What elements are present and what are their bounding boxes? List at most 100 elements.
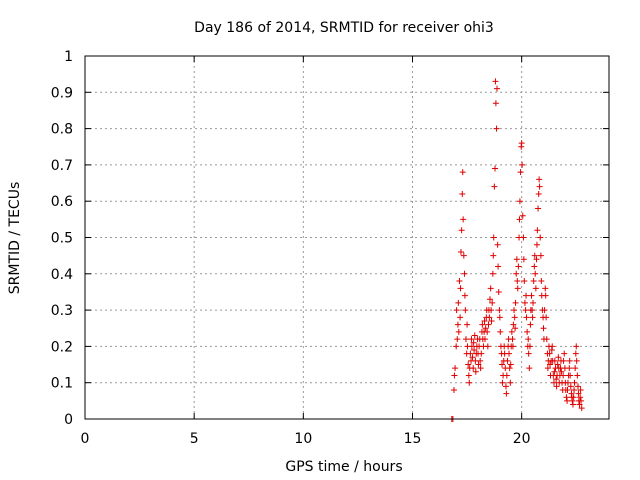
data-point: [465, 372, 472, 379]
data-point: [553, 383, 560, 390]
data-point: [459, 190, 466, 197]
data-point: [482, 325, 489, 332]
x-axis-label: GPS time / hours: [285, 459, 402, 475]
data-point: [543, 336, 550, 343]
data-point: [504, 357, 511, 364]
data-point: [514, 278, 521, 285]
data-point: [479, 321, 486, 328]
x-tick-label: 5: [190, 431, 199, 447]
data-point: [517, 169, 524, 176]
data-point: [495, 288, 502, 295]
data-point: [513, 256, 520, 263]
data-point: [573, 343, 580, 350]
gridlines: [85, 56, 609, 419]
data-point: [567, 372, 574, 379]
data-point: [529, 307, 536, 314]
data-point: [461, 270, 468, 277]
data-point: [492, 78, 499, 85]
data-point: [521, 278, 528, 285]
data-point: [533, 256, 540, 263]
data-point: [530, 299, 537, 306]
data-point: [465, 361, 472, 368]
y-tick-label: 0.9: [51, 85, 73, 101]
data-point: [525, 336, 532, 343]
data-point: [489, 299, 496, 306]
data-point: [531, 252, 538, 259]
data-point: [569, 401, 576, 408]
data-point: [530, 278, 537, 285]
data-point: [513, 270, 520, 277]
data-point: [507, 379, 514, 386]
data-point: [490, 234, 497, 241]
data-point: [477, 357, 484, 364]
data-point: [457, 285, 464, 292]
chart-title: Day 186 of 2014, SRMTID for receiver ohi…: [194, 20, 494, 36]
data-point: [532, 270, 539, 277]
data-points: [448, 78, 585, 422]
data-point: [571, 379, 578, 386]
data-point: [515, 263, 522, 270]
data-point: [537, 234, 544, 241]
data-point: [492, 100, 499, 107]
data-point: [475, 361, 482, 368]
data-point: [535, 205, 542, 212]
data-point: [567, 383, 574, 390]
data-point: [571, 386, 578, 393]
y-tick-label: 0.5: [51, 231, 73, 247]
data-point: [543, 314, 550, 321]
data-point: [509, 343, 516, 350]
data-point: [496, 307, 503, 314]
data-point: [453, 343, 460, 350]
data-point: [462, 336, 469, 343]
data-point: [493, 85, 500, 92]
data-point: [566, 365, 573, 372]
data-point: [550, 379, 557, 386]
data-point: [495, 263, 502, 270]
data-point: [468, 336, 475, 343]
y-tick-label: 0.3: [51, 303, 73, 319]
data-point: [526, 365, 533, 372]
data-point: [529, 314, 536, 321]
data-point: [506, 350, 513, 357]
data-point: [572, 365, 579, 372]
data-point: [523, 292, 530, 299]
data-point: [564, 397, 571, 404]
data-point: [570, 394, 577, 401]
data-point: [563, 394, 570, 401]
data-point: [535, 190, 542, 197]
data-point: [574, 383, 581, 390]
data-point: [520, 256, 527, 263]
data-point: [486, 314, 493, 321]
data-point: [521, 299, 528, 306]
data-point: [553, 376, 560, 383]
data-point: [566, 357, 573, 364]
data-point: [457, 314, 464, 321]
data-point: [451, 372, 458, 379]
data-point: [468, 343, 475, 350]
data-point: [452, 365, 459, 372]
data-point: [511, 314, 518, 321]
data-point: [533, 241, 540, 248]
x-tick-label: 0: [81, 431, 90, 447]
data-point: [569, 397, 576, 404]
data-point: [503, 390, 510, 397]
data-point: [460, 216, 467, 223]
data-point: [496, 314, 503, 321]
data-point: [503, 372, 510, 379]
data-point: [512, 299, 519, 306]
y-tick-label: 0.7: [51, 158, 73, 174]
y-tick-label: 0.2: [51, 339, 73, 355]
data-point: [487, 285, 494, 292]
data-point: [516, 216, 523, 223]
data-point: [484, 328, 491, 335]
data-point: [472, 368, 479, 375]
data-point: [478, 350, 485, 357]
data-point: [470, 365, 477, 372]
data-point: [578, 397, 585, 404]
data-point: [564, 386, 571, 393]
data-point: [578, 405, 585, 412]
data-point: [541, 307, 548, 314]
data-point: [511, 307, 518, 314]
data-point: [502, 383, 509, 390]
